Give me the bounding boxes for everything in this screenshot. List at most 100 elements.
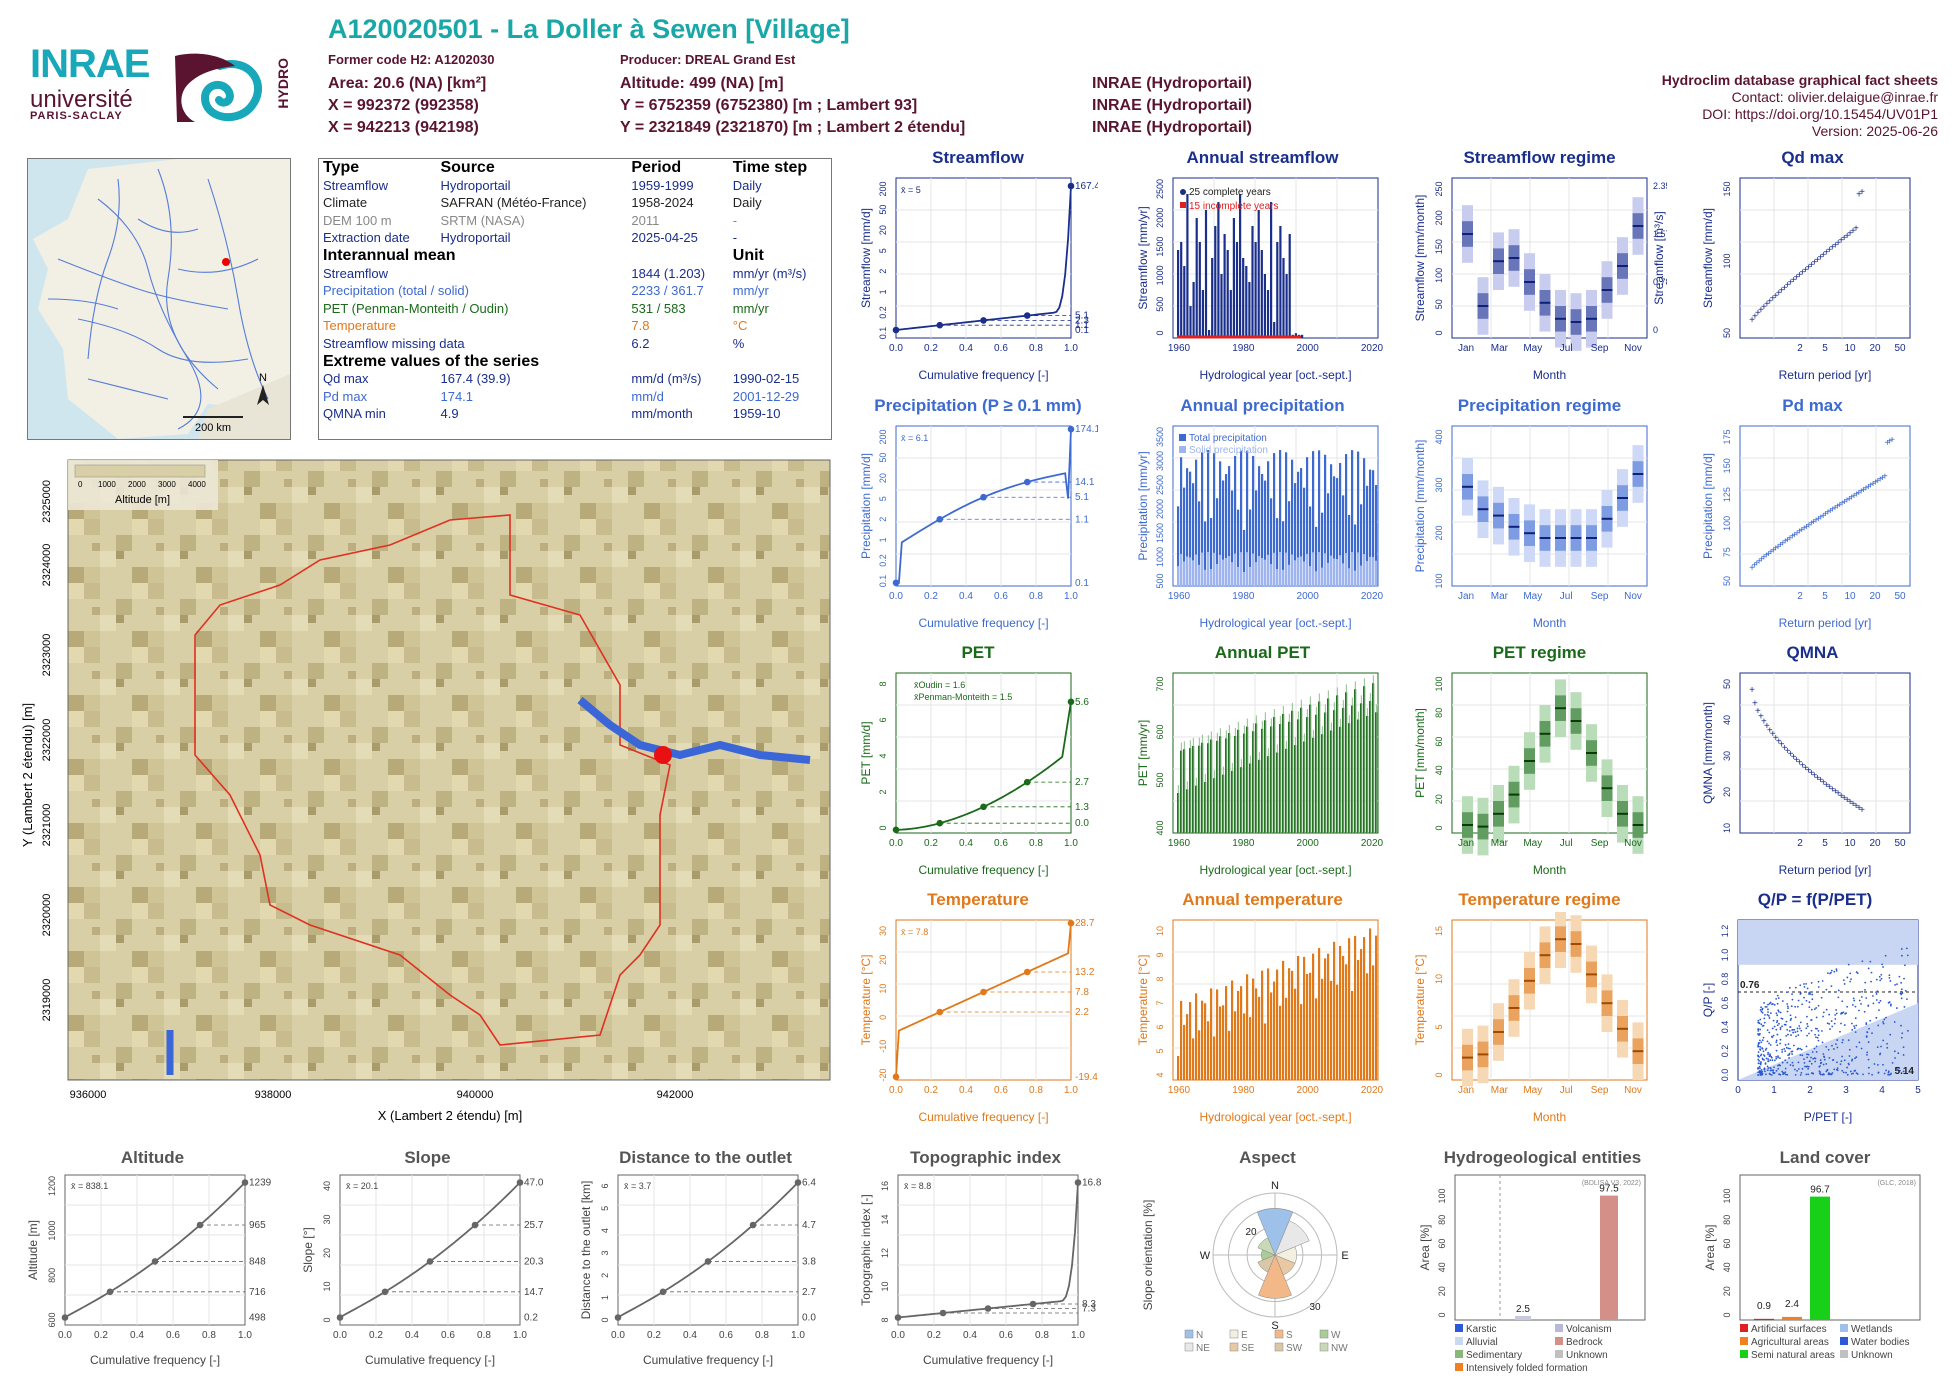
qp-point: [1787, 1043, 1790, 1045]
annual-bar: [1246, 450, 1249, 586]
legend-tick: 4000: [188, 480, 206, 489]
mean-label: PET (Penman-Monteith / Oudin): [323, 300, 509, 316]
ytick: 8: [880, 1317, 890, 1322]
qp-point: [1842, 1039, 1844, 1041]
xtick: 0.6: [994, 1085, 1008, 1096]
qp-point: [1878, 1001, 1880, 1004]
qp-point: [1875, 978, 1878, 981]
gev-point: +: [1794, 528, 1800, 539]
qp-point: [1847, 1039, 1850, 1042]
qp-point: [1821, 1041, 1824, 1044]
unit-header: Unit: [732, 246, 764, 264]
xtick: 10: [1844, 343, 1856, 354]
pet-pm-bar: [1270, 718, 1272, 833]
temperature-cdf-title: Temperature: [927, 890, 1029, 909]
xtick: Sep: [1591, 1085, 1609, 1096]
pet-pm-bar: [1339, 718, 1341, 833]
quantile-point: [1067, 425, 1075, 433]
map-ytick: 2319000: [41, 979, 53, 1022]
qp-point: [1836, 1046, 1839, 1049]
qp-point: [1879, 979, 1882, 982]
xtick: 0.8: [1035, 1330, 1049, 1341]
qp-point: [1793, 1044, 1795, 1047]
qp-point: [1855, 971, 1858, 973]
annual-bar: [1240, 450, 1243, 586]
row-type: Extraction date: [323, 230, 410, 246]
annual-bar: [1363, 458, 1366, 586]
qp-point: [1799, 1074, 1802, 1076]
meta-contact[interactable]: Contact: olivier.delaigue@inrae.fr: [1731, 89, 1938, 105]
annual-bar: [1327, 493, 1330, 586]
pet-cdf: 5.62.71.30.0x̄Oudin = 1.6x̄Penman-Montei…: [859, 672, 1089, 877]
annual-bar: [1348, 514, 1351, 586]
qp-point: [1805, 1073, 1808, 1076]
qp-point: [1828, 1023, 1831, 1025]
qp-scatter-chart-title: Q/P = f(P/PET): [1757, 890, 1873, 909]
xtick: May: [1523, 838, 1542, 849]
qp-band: [1738, 920, 1918, 965]
xtick: May: [1523, 343, 1542, 354]
annual-bar: [1219, 1006, 1222, 1080]
qp-point: [1883, 1072, 1886, 1075]
gev-point: +: [1812, 770, 1818, 781]
legend-entry: Total precipitation: [1189, 433, 1267, 444]
legend-entry: Intensively folded formation: [1466, 1363, 1588, 1374]
annual-bar: [1342, 955, 1345, 1080]
xtick: Jan: [1458, 591, 1474, 602]
xtick: Jul: [1560, 838, 1573, 849]
plot-frame: [895, 425, 1072, 587]
ext-label: QMNA min: [323, 406, 386, 422]
ytick: 1.57: [1653, 229, 1667, 239]
altitude-cdf-title: Altitude: [120, 1148, 185, 1167]
meta-doi[interactable]: DOI: https://doi.org/10.15454/UV01P1: [1702, 106, 1938, 122]
annual-bar: [1369, 928, 1372, 1080]
qp-point: [1799, 1054, 1802, 1056]
row-type: DEM 100 m: [323, 212, 392, 228]
qp-point: [1858, 999, 1861, 1002]
gev-point: +: [1803, 763, 1809, 774]
qp-point: [1896, 983, 1898, 986]
qp-point: [1828, 1057, 1831, 1059]
qp-point: [1788, 1030, 1791, 1032]
legend-entry: NW: [1331, 1343, 1348, 1354]
x-axis-label: Return period [yr]: [1779, 863, 1872, 877]
ytick: 0.2: [1720, 1045, 1730, 1058]
qp-point: [1849, 980, 1852, 983]
ytick: 100: [1434, 573, 1444, 588]
ytick: 12: [880, 1248, 890, 1258]
solid-bar: [1189, 557, 1192, 586]
xtick: 0.4: [959, 838, 973, 849]
qp-point: [1804, 1065, 1806, 1068]
xtick: 0.4: [130, 1330, 144, 1341]
qp-point: [1760, 1010, 1763, 1013]
xtick: 0.2: [369, 1330, 383, 1341]
quantile-label: 1239: [249, 1178, 272, 1189]
qp-point: [1768, 1055, 1771, 1058]
qp-point: [1898, 975, 1901, 978]
pet-pm-bar: [1318, 693, 1320, 833]
xtick: 0.8: [1029, 1085, 1043, 1096]
xtick: 1960: [1168, 591, 1191, 602]
qp-point: [1771, 1059, 1774, 1062]
qp-point: [1794, 1016, 1797, 1019]
pet-pm-bar: [1258, 751, 1260, 833]
qp-point: [1772, 1072, 1775, 1075]
annual-bar: [1216, 989, 1219, 1080]
gev-point: +: [1859, 187, 1865, 198]
gev-point: +: [1787, 533, 1793, 544]
qp-point: [1777, 1067, 1780, 1070]
qp-point: [1768, 1031, 1771, 1034]
xtick: Mar: [1491, 591, 1509, 602]
annual-bar: [1226, 250, 1229, 338]
annual-bar: [1195, 218, 1198, 338]
gev-point: +: [1841, 793, 1847, 804]
x-axis-label: Return period [yr]: [1779, 368, 1872, 382]
qp-point: [1893, 1021, 1896, 1023]
col-source: Source: [440, 159, 495, 176]
qp-point: [1830, 985, 1833, 988]
map-xtick: 936000: [70, 1089, 107, 1101]
ytick: 2000: [1155, 208, 1165, 228]
ytick: 0: [322, 1317, 332, 1322]
annual-bar: [1220, 274, 1223, 338]
